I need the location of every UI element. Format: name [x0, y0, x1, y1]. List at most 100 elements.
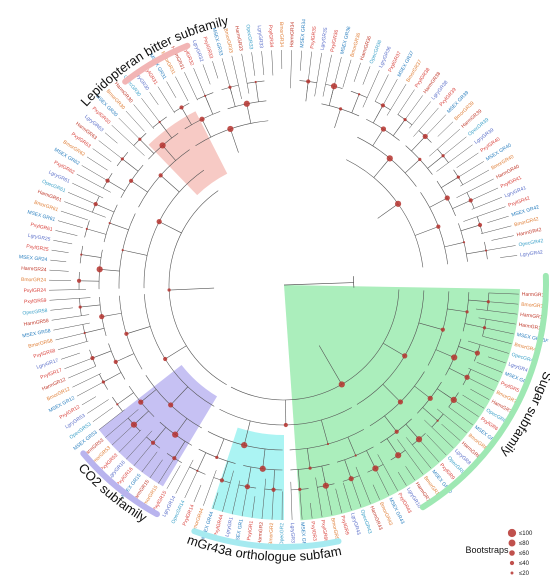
root-branch [283, 282, 354, 286]
internal-branch [466, 250, 487, 255]
bootstrap-node [241, 442, 248, 449]
internal-branch [80, 304, 101, 308]
leaf-branch [64, 357, 95, 370]
leaf-branch [175, 459, 194, 494]
leaf-branch [64, 201, 106, 218]
leaf-branch [149, 459, 163, 479]
tip-label: PxylGR25 [26, 244, 49, 253]
legend-label: ≤80 [519, 541, 530, 547]
subfamily-label-dmgr43a: DmGr43a orthologue subfamily [0, 0, 343, 564]
leaf-branch [157, 86, 175, 114]
leaf-branch [470, 187, 499, 201]
bootstrap-node [99, 314, 105, 320]
internal-branch [107, 180, 125, 192]
tip-label: HarmGR12 [520, 312, 546, 321]
bootstrap-node [394, 200, 402, 207]
bootstrap-node [244, 484, 251, 490]
bootstrap-node [283, 422, 288, 428]
leaf-branch [60, 210, 88, 221]
bootstrap-node [306, 79, 311, 84]
bootstrap-node [402, 353, 408, 359]
leaf-branch [125, 110, 145, 132]
bootstrap-node [172, 431, 179, 438]
internal-branch [181, 107, 192, 125]
leaf-branch [488, 292, 519, 295]
leaf-branch [51, 314, 90, 321]
tip-label: HarmGR58 [23, 318, 49, 328]
leaf-branch [441, 423, 461, 441]
tip-label: BmorGR34 [278, 22, 284, 47]
internal-branch [318, 345, 343, 385]
legend-label: ≤20 [519, 571, 530, 577]
tip-label: OpecGR33 [244, 24, 253, 50]
leaf-branch [81, 396, 97, 406]
tip-label: OpecGR42 [518, 238, 544, 248]
internal-branch [81, 254, 102, 258]
leaf-branch [397, 89, 415, 115]
bootstrap-node [395, 452, 402, 459]
internal-branch [197, 452, 207, 471]
bootstrap-node [259, 465, 266, 472]
internal-branch [427, 155, 444, 169]
bootstrap-node [219, 478, 224, 483]
leaf-branch [476, 362, 503, 373]
bootstrap-node [468, 198, 473, 203]
internal-branch [377, 203, 399, 219]
internal-branch [414, 226, 439, 236]
bootstrap-node [372, 465, 379, 472]
tip-label: MSEX GR58 [22, 328, 51, 339]
leaf-branch [118, 429, 142, 453]
subfamily-band-dmgr43a [191, 528, 342, 550]
bootstrap-node [85, 227, 88, 230]
internal-branch [170, 386, 189, 406]
bootstrap-node [380, 103, 385, 108]
bootstrap-node [326, 442, 330, 446]
bootstrap-node [159, 142, 166, 149]
tip-label: PxylGR35 [309, 26, 318, 49]
leaf-branch [126, 430, 153, 460]
bootstrap-node [427, 395, 433, 401]
bootstrap-node [394, 429, 399, 434]
leaf-branch [467, 340, 509, 354]
legend-dot [510, 571, 514, 575]
leaf-branch [299, 50, 302, 71]
leaf-branch [212, 492, 219, 510]
bootstrap-node [105, 178, 110, 183]
internal-branch [109, 222, 129, 231]
internal-branch [139, 139, 155, 154]
tip-label: PxylGR58 [33, 348, 57, 360]
tip-label: HarmGR2 [257, 521, 265, 544]
internal-branch [411, 136, 426, 152]
leaf-branch [104, 132, 118, 144]
internal-branch [344, 459, 352, 479]
leaf-branch [105, 409, 139, 438]
leaf-branch [175, 76, 189, 102]
leaf-branch [456, 178, 494, 198]
bootstrap-nodes [76, 79, 490, 492]
leaf-branch [482, 327, 514, 335]
leaf-branch [68, 365, 96, 379]
leaf-branch [353, 62, 361, 82]
clade-highlight-lepidopteran-bitter [148, 111, 228, 196]
internal-branch [255, 81, 259, 102]
bootstrap-node [465, 310, 469, 314]
bootstrap-node [308, 466, 312, 470]
internal-branch [115, 353, 135, 363]
bootstrap-node [179, 105, 184, 110]
internal-branch [101, 312, 122, 317]
internal-branch [92, 350, 112, 359]
internal-branch [328, 86, 335, 106]
bootstrap-node [76, 278, 82, 283]
internal-branch [435, 349, 455, 358]
bootstrap-node [243, 100, 250, 107]
bootstrap-legend: Bootstraps ≤100 ≤80 ≤60 ≤40 ≤20 [465, 528, 533, 577]
leaf-branch [141, 451, 158, 473]
tip-label: PxylGR66 [319, 519, 329, 542]
leaf-branch [471, 196, 503, 210]
bootstrap-node [163, 356, 168, 362]
leaf-branch [386, 84, 407, 116]
leaf-branch [60, 352, 80, 360]
tip-label: LgryGR25 [27, 233, 51, 243]
bootstrap-node [464, 374, 470, 380]
